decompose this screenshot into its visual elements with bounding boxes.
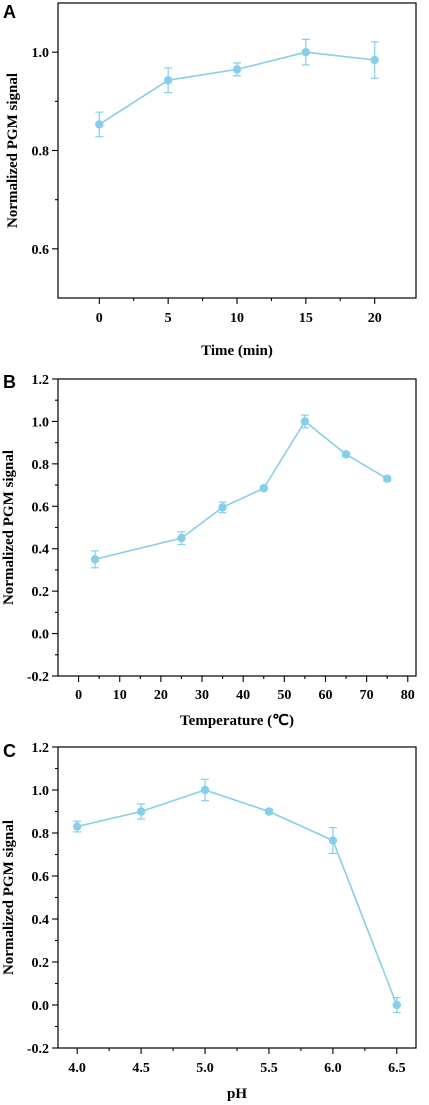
y-tick-label: 0.0 (32, 628, 50, 643)
x-tick-label: 60 (318, 688, 332, 703)
y-tick-label: 0.4 (32, 543, 50, 558)
x-tick-label: 10 (113, 688, 127, 703)
plot-frame (57, 2, 417, 299)
y-tick-label: 0.6 (32, 870, 50, 885)
x-axis-title: pH (227, 1086, 247, 1102)
y-tick-label: 1.2 (32, 373, 50, 388)
y-tick-label: 1.2 (32, 741, 50, 756)
data-point (264, 807, 274, 816)
data-point (72, 822, 82, 831)
panel-label: C (3, 741, 16, 761)
data-point (300, 417, 310, 426)
series-line (94, 420, 388, 561)
x-tick-label: 5.0 (196, 1061, 214, 1076)
y-tick-label: -0.2 (27, 670, 49, 685)
data-point (177, 533, 186, 543)
x-tick-label: 6.0 (324, 1061, 342, 1076)
plot-frame (57, 746, 417, 1049)
data-point (200, 785, 210, 795)
y-axis-title: Normalized PGM signal (5, 73, 21, 228)
data-point (232, 65, 242, 74)
data-point (136, 807, 146, 816)
x-tick-label: 4.5 (132, 1061, 150, 1076)
y-axis-title: Normalized PGM signal (1, 820, 17, 975)
chart-panel-c: C -0.2 0.0 0.2 0.4 0.6 0.8 1.0 1.2 4.0 4.5 5.0 5.5 6.… (1, 741, 417, 1102)
data-point (382, 474, 392, 483)
data-point (90, 555, 100, 564)
x-tick-label: 20 (368, 311, 382, 326)
panel-label: B (3, 372, 16, 392)
x-tick-label: 5 (165, 311, 172, 326)
x-tick-label: 30 (195, 688, 209, 703)
x-tick-label: 10 (230, 311, 244, 326)
x-tick-label: 4.0 (68, 1061, 86, 1076)
plot-frame (57, 378, 417, 677)
y-tick-label: 0.4 (32, 913, 50, 928)
x-axis-title: Time (min) (201, 343, 273, 359)
y-tick-label: 0.6 (32, 243, 50, 258)
series-line (77, 789, 398, 1006)
x-tick-label: 0 (75, 688, 82, 703)
y-tick-label: 0.2 (32, 585, 50, 600)
x-tick-label: 15 (299, 311, 313, 326)
data-point (95, 120, 104, 129)
x-tick-label: 70 (360, 688, 374, 703)
x-axis-title: Temperature (℃) (180, 713, 294, 729)
x-tick-label: 6.5 (388, 1061, 406, 1076)
data-point (341, 450, 351, 459)
y-tick-label: 0.8 (32, 827, 50, 842)
y-tick-label: 0.0 (32, 999, 50, 1014)
data-point (259, 484, 268, 493)
y-tick-label: 0.8 (32, 458, 50, 473)
data-point (163, 75, 173, 85)
x-tick-label: 40 (236, 688, 250, 703)
y-tick-label: 1.0 (32, 784, 50, 799)
chart-panel-a: A 0.6 0.8 1.0 0 5 10 15 20 Time (min) Normalized P… (3, 2, 417, 359)
y-tick-label: 1.0 (32, 46, 50, 61)
panel-label: A (3, 2, 16, 22)
y-tick-label: 0.2 (32, 956, 50, 971)
data-point (392, 1000, 402, 1010)
x-tick-label: 0 (96, 311, 103, 326)
y-axis-title: Normalized PGM signal (1, 450, 17, 605)
data-point (328, 836, 338, 845)
y-tick-label: 0.6 (32, 500, 50, 515)
y-tick-label: 0.8 (32, 145, 50, 160)
data-point (301, 47, 311, 57)
y-tick-label: 1.0 (32, 415, 50, 430)
x-tick-label: 80 (401, 688, 415, 703)
x-tick-label: 20 (154, 688, 168, 703)
y-tick-label: -0.2 (27, 1042, 49, 1057)
x-tick-label: 50 (277, 688, 291, 703)
data-point (218, 503, 227, 512)
chart-panel-b: B -0.2 0.0 0.2 0.4 0.6 0.8 1.0 1.2 0 10 20 30 40 50 60 7… (1, 372, 417, 729)
x-tick-label: 5.5 (260, 1061, 278, 1076)
data-point (370, 55, 379, 65)
